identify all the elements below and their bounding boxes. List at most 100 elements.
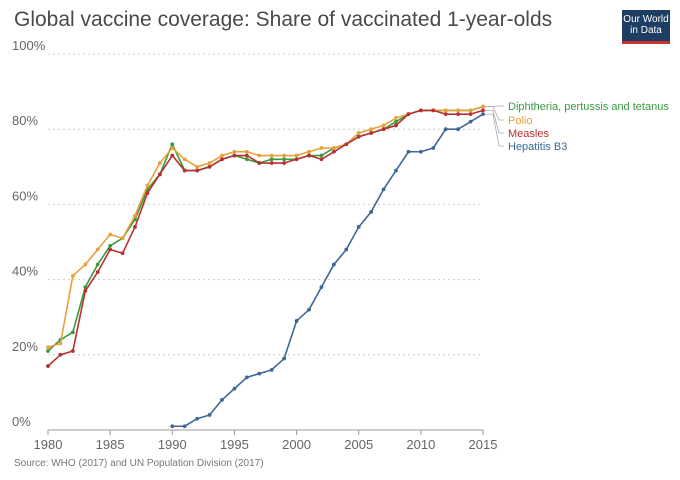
data-point-hepatitis-b3 — [356, 225, 361, 229]
data-point-hepatitis-b3 — [369, 210, 374, 214]
data-point-measles — [220, 157, 224, 162]
legend-layer: Diphtheria, pertussis and tetanus PolioMe… — [485, 101, 669, 153]
data-point-measles — [269, 161, 274, 165]
data-point-measles — [481, 108, 485, 113]
data-point-hepatitis-b3 — [220, 398, 224, 402]
data-point-measles — [319, 157, 324, 162]
series-line-polio — [47, 105, 484, 349]
data-point-polio — [83, 262, 88, 267]
owid-logo: Our World in Data — [622, 10, 670, 44]
data-point-polio — [207, 161, 212, 165]
data-point-hepatitis-b3 — [257, 371, 262, 376]
data-point-diphtheria-pertussis-and-tetanus — [394, 119, 398, 124]
data-point-polio — [468, 108, 473, 113]
x-tick-label: 1995 — [220, 437, 249, 452]
data-point-polio — [46, 345, 50, 350]
data-point-measles — [257, 161, 262, 165]
data-point-measles — [431, 108, 436, 113]
legend-connector — [485, 106, 504, 121]
data-point-hepatitis-b3 — [418, 149, 423, 154]
data-point-hepatitis-b3 — [170, 424, 175, 429]
data-point-hepatitis-b3 — [456, 127, 461, 132]
data-point-hepatitis-b3 — [381, 187, 386, 192]
y-tick-label: 60% — [12, 188, 38, 203]
x-tick-label: 1985 — [96, 437, 125, 452]
data-point-measles — [70, 349, 75, 353]
y-tick-label: 100% — [12, 38, 46, 53]
data-point-polio — [120, 236, 125, 241]
x-tick-label: 2015 — [469, 437, 498, 452]
data-point-polio — [145, 183, 150, 188]
y-tick-label: 80% — [12, 113, 38, 128]
legend-label-hepatitis-b3: Hepatitis B3 — [508, 141, 567, 153]
data-point-polio — [481, 104, 485, 109]
data-point-measles — [307, 153, 311, 158]
data-point-measles — [244, 153, 249, 158]
legend-connector — [485, 113, 504, 147]
data-point-measles — [344, 142, 349, 147]
data-point-polio — [232, 149, 237, 154]
data-point-measles — [157, 172, 162, 177]
x-tick-label: 2000 — [282, 437, 311, 452]
data-point-polio — [70, 273, 75, 278]
series-line-diphtheria-pertussis-and-tetanus — [47, 105, 484, 352]
data-point-diphtheria-pertussis-and-tetanus — [244, 157, 249, 162]
data-point-hepatitis-b3 — [331, 262, 336, 267]
data-point-polio — [369, 127, 374, 132]
data-point-diphtheria-pertussis-and-tetanus — [269, 157, 274, 162]
x-tick-label: 2005 — [344, 437, 373, 452]
data-point-hepatitis-b3 — [468, 119, 473, 124]
data-point-measles — [331, 149, 336, 154]
data-point-hepatitis-b3 — [282, 356, 287, 361]
data-point-measles — [356, 134, 361, 139]
data-point-diphtheria-pertussis-and-tetanus — [282, 157, 287, 162]
data-point-hepatitis-b3 — [443, 127, 448, 132]
data-point-polio — [170, 146, 175, 150]
series-layer — [46, 104, 485, 429]
data-point-polio — [133, 213, 137, 218]
data-point-polio — [394, 116, 398, 120]
data-point-polio — [108, 232, 113, 237]
data-point-diphtheria-pertussis-and-tetanus — [70, 330, 75, 335]
legend-label-diphtheria-pertussis-and-tetanus: Diphtheria, pertussis and tetanus — [508, 101, 669, 113]
data-point-polio — [95, 247, 100, 252]
data-point-diphtheria-pertussis-and-tetanus — [108, 243, 113, 248]
data-point-polio — [307, 149, 311, 154]
data-point-hepatitis-b3 — [406, 149, 411, 154]
y-tick-label: 0% — [12, 414, 31, 429]
series-line-measles — [47, 109, 484, 367]
data-point-hepatitis-b3 — [232, 386, 237, 391]
data-point-measles — [232, 153, 237, 158]
data-point-measles — [46, 364, 50, 368]
data-point-polio — [456, 108, 461, 113]
data-point-polio — [331, 146, 336, 150]
logo-line-1: Our World — [623, 14, 669, 25]
data-point-measles — [145, 191, 150, 196]
data-point-measles — [95, 270, 100, 274]
data-point-hepatitis-b3 — [244, 375, 249, 380]
x-tick-label: 1990 — [158, 437, 187, 452]
source-note: Source: WHO (2017) and UN Population Div… — [14, 458, 264, 469]
data-point-hepatitis-b3 — [394, 168, 398, 173]
data-point-measles — [58, 352, 63, 357]
data-point-hepatitis-b3 — [195, 416, 200, 421]
data-point-measles — [195, 168, 200, 173]
data-point-polio — [282, 153, 287, 158]
data-point-hepatitis-b3 — [294, 319, 299, 323]
data-point-hepatitis-b3 — [319, 285, 324, 290]
legend-connector — [485, 110, 504, 134]
data-point-measles — [381, 127, 386, 132]
x-tick-label: 1980 — [34, 437, 63, 452]
data-point-diphtheria-pertussis-and-tetanus — [319, 153, 324, 158]
data-point-measles — [369, 131, 374, 135]
data-point-polio — [58, 341, 63, 346]
data-point-measles — [182, 168, 187, 173]
data-point-polio — [157, 161, 162, 165]
data-point-measles — [468, 112, 473, 117]
x-tick-label: 2010 — [406, 437, 435, 452]
data-point-hepatitis-b3 — [481, 112, 485, 117]
data-point-measles — [83, 288, 88, 293]
data-point-polio — [443, 108, 448, 113]
data-point-measles — [170, 153, 175, 158]
